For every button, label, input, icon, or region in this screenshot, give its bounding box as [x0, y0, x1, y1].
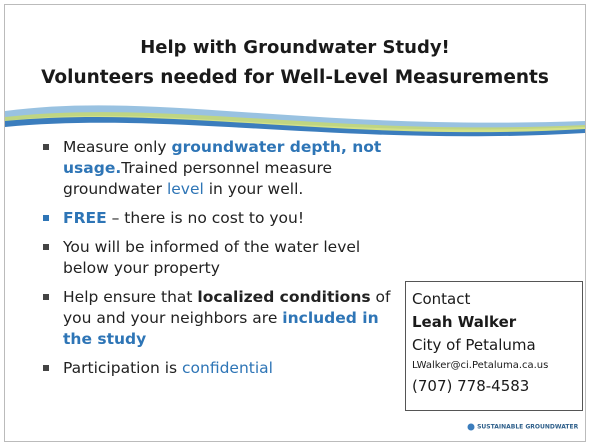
text-run: – there is no cost to you! — [106, 209, 305, 227]
text-run: You will be informed of the water level … — [63, 238, 361, 277]
bullet: FREE – there is no cost to you! — [41, 208, 391, 229]
logo-text: SUSTAINABLE GROUNDWATER — [477, 423, 579, 431]
text-run: included in the study — [63, 309, 379, 348]
contact-name: Leah Walker — [412, 313, 517, 331]
contact-box: Contact Leah Walker City of Petaluma LWa… — [405, 281, 583, 411]
text-run: confidential — [182, 359, 273, 377]
text-run: FREE — [63, 209, 107, 227]
bullet-marker — [43, 144, 49, 150]
title-line: Volunteers needed for Well-Level Measure… — [41, 67, 549, 88]
contact-email: LWalker@ci.Petaluma.ca.us — [412, 360, 549, 371]
footer-logo: SUSTAINABLE GROUNDWATER — [467, 423, 578, 431]
text-run: groundwater depth, not usage. — [63, 138, 382, 177]
text-run: Measure only — [63, 138, 172, 156]
text-run: Help ensure that — [63, 288, 198, 306]
bullet-marker — [43, 294, 49, 300]
text-run: Participation is — [63, 359, 182, 377]
text-run: in your well. — [203, 180, 304, 198]
slide: Help with Groundwater Study! Volunteers … — [4, 4, 586, 442]
bullet-marker — [43, 244, 49, 250]
bullet-list: Measure only groundwater depth, not usag… — [41, 137, 391, 387]
bullet: Participation is confidential — [41, 358, 391, 379]
contact-heading: Contact — [412, 290, 471, 308]
bullet-marker — [43, 215, 49, 221]
text-run: Trained personnel measure groundwater — [63, 159, 333, 198]
text-run: of you and your neighbors are — [63, 288, 391, 327]
bullet: Help ensure that localized conditions of… — [41, 287, 391, 350]
bullet: Measure only groundwater depth, not usag… — [41, 137, 391, 200]
bullet-marker — [43, 365, 49, 371]
title-line: Help with Groundwater Study! — [140, 37, 450, 58]
text-run: localized conditions — [197, 288, 371, 306]
swoosh — [5, 105, 585, 137]
logo-icon — [467, 423, 475, 431]
contact-organization: City of Petaluma — [412, 336, 536, 354]
contact-phone: (707) 778-4583 — [412, 377, 530, 395]
text-run: level — [166, 180, 204, 198]
bullet: You will be informed of the water level … — [41, 237, 391, 279]
